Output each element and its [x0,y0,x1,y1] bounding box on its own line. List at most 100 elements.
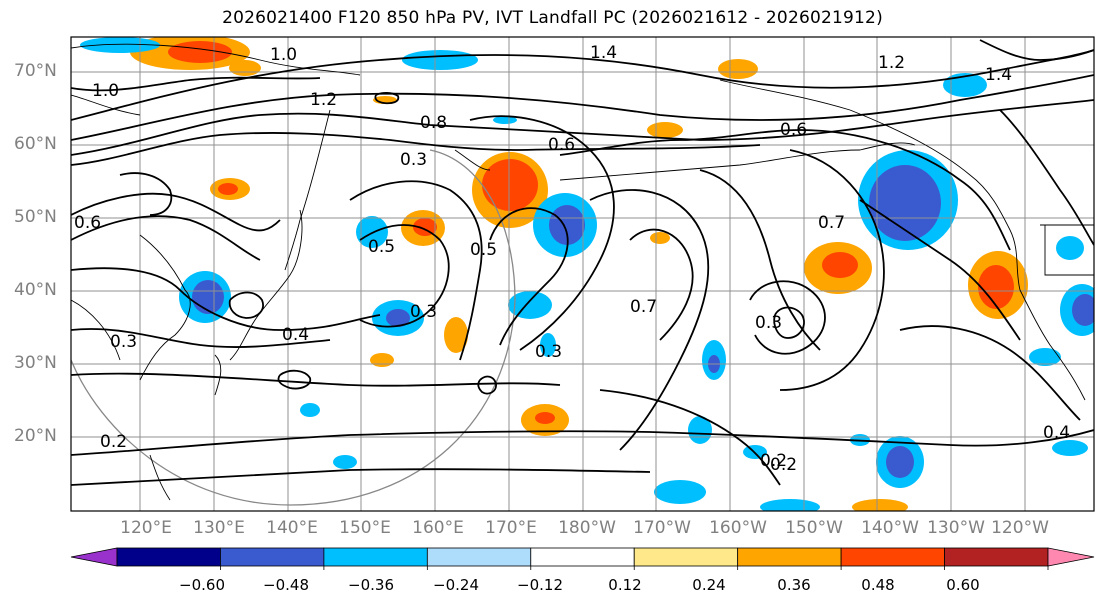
contour-label: 0.3 [110,332,137,352]
contour-label: 0.3 [535,342,562,362]
negative-anomaly-blob [402,50,478,70]
colorbar-extension-max [1047,547,1095,567]
colorbar-segment [530,547,635,567]
contour-label: 0.2 [760,451,787,471]
negative-anomaly-blob [943,73,987,97]
contour-label: 0.4 [1043,423,1070,443]
negative-anomaly-blob [1052,440,1088,456]
negative-anomaly-core [549,205,585,245]
colorbar-tick-label: −0.60 [179,576,225,594]
coastlines [71,43,1094,501]
positive-anomaly-core [822,252,858,278]
negative-anomaly-core [886,446,914,478]
negative-anomaly-blob [540,333,556,357]
lon-label: 120°W [991,518,1049,538]
colorbar-tick-label: 0.48 [861,576,895,594]
contour-label: 0.5 [368,237,395,257]
contour-label: 0.3 [400,150,427,170]
contour-label: 0.3 [410,302,437,322]
map-title: 2026021400 F120 850 hPa PV, IVT Landfall… [222,8,883,28]
map-frame [70,36,1095,512]
colorbar-segment [220,547,325,567]
colorbar-tick-label: 0.12 [608,576,642,594]
lat-label: 60°N [14,134,57,154]
colorbar-tick-label: −0.12 [517,576,563,594]
colorbar-tick-label: −0.48 [263,576,309,594]
contour-label: 0.6 [74,213,101,233]
colorbar-segment [323,547,428,567]
negative-anomaly-core [1072,294,1094,326]
negative-anomaly-blob [654,480,706,504]
contour-label: 0.3 [755,313,782,333]
contour-label: 0.2 [770,455,797,475]
positive-anomaly-core [218,183,238,195]
negative-anomaly-blob [1029,348,1061,366]
positive-anomaly-blob [370,353,394,367]
positive-anomaly-core [413,218,437,236]
colorbar-segment [633,547,739,567]
lat-label: 50°N [14,207,57,227]
negative-anomaly-blob [1056,236,1084,260]
contour-label: 0.4 [282,325,309,345]
negative-anomaly-core [869,165,941,241]
lon-label: 130°W [927,518,985,538]
positive-anomaly-blob [647,122,683,138]
contour-label: 1.2 [878,53,905,73]
positive-anomaly-core [535,412,555,424]
lon-label: 170°E [485,518,537,538]
contour-label: 1.0 [92,81,119,101]
colorbar-tick-label: 0.60 [946,576,980,594]
negative-anomaly-blob [760,499,820,511]
lon-label: 140°E [266,518,318,538]
colorbar-segment [840,547,945,567]
contour-label: 0.7 [630,297,657,317]
negative-anomaly-core [386,309,410,327]
contour-label: 0.6 [548,135,575,155]
shaded-anomaly-layer [80,37,1094,511]
positive-anomaly-core [168,41,232,63]
lon-label: 170°W [633,518,691,538]
contour-label: 0.2 [100,432,127,452]
colorbar [70,547,1095,570]
contour-label: 0.6 [780,120,807,140]
positive-anomaly-blob [650,232,670,244]
colorbar-tick-label: −0.24 [433,576,479,594]
contour-label: 0.8 [420,113,447,133]
lon-label: 130°E [193,518,245,538]
contour-label: 0.7 [818,213,845,233]
colorbar-tick-label: 0.24 [692,576,726,594]
negative-anomaly-blob [493,116,517,124]
colorbar-segment [737,547,842,567]
contour-label: 1.4 [590,43,617,63]
lat-label: 40°N [14,280,57,300]
lon-label: 160°W [709,518,767,538]
lon-label: 140°W [861,518,919,538]
pv-contours [71,39,1094,486]
positive-anomaly-blob [229,60,261,76]
lat-label: 20°N [14,426,57,446]
lon-label: 120°E [120,518,172,538]
lon-label: 150°W [785,518,843,538]
colorbar-extension-min [70,547,118,567]
colorbar-segment [944,547,1049,567]
lon-label: 160°E [412,518,464,538]
contour-label: 0.5 [470,240,497,260]
colorbar-tick-label: −0.36 [348,576,394,594]
negative-anomaly-core [192,280,224,314]
negative-anomaly-blob [300,403,320,417]
lon-label: 180°W [558,518,616,538]
lon-label: 150°E [339,518,391,538]
contour-labels: 1.4 1.0 1.2 0.8 0.6 0.5 0.3 0.4 0.2 0.7 1.0 1.2 1.4 0… [74,43,1070,475]
contour-label: 1.0 [270,45,297,65]
colorbar-segment [426,547,532,567]
positive-anomaly-blob [852,499,908,511]
colorbar-segment [116,547,221,567]
negative-anomaly-blob [333,455,357,469]
positive-anomaly-blob [444,317,468,353]
negative-anomaly-blob [356,216,388,248]
lat-label: 70°N [14,61,57,81]
positive-anomaly-core [978,265,1014,309]
colorbar-tick-label: 0.36 [777,576,811,594]
lat-label: 30°N [14,353,57,373]
